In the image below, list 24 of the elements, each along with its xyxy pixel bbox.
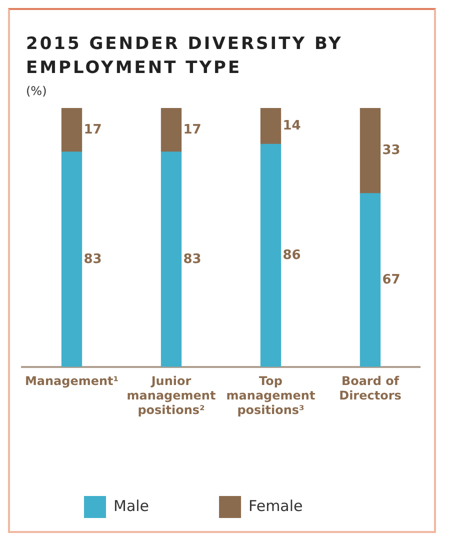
chart-subtitle: (%) [26, 84, 48, 98]
bar [260, 144, 282, 367]
data-label: 67 [382, 272, 400, 288]
bar [360, 193, 381, 367]
x-tick-label: Board of Directors [339, 374, 402, 403]
x-tick-label: Management¹ [24, 374, 119, 388]
data-label: 33 [382, 143, 400, 158]
data-label: 83 [84, 252, 102, 267]
x-tick-label: Top management positions³ [226, 374, 316, 417]
data-label: 86 [282, 248, 301, 263]
data-label: 17 [84, 122, 102, 138]
data-label: 17 [183, 122, 202, 138]
legend-label: Male [114, 496, 150, 515]
data-label: 83 [183, 252, 202, 267]
legend-label: Female [248, 496, 303, 515]
bar [61, 108, 82, 152]
data-label: 14 [282, 118, 301, 134]
chart-title: 2015 GENDER DIVERSITY BY EMPLOYMENT TYPE [26, 33, 344, 80]
bar [160, 108, 182, 152]
bar [260, 108, 282, 145]
x-tick-label: Junior management positions² [126, 374, 216, 417]
bar [360, 108, 381, 194]
bar [61, 152, 82, 367]
bar [160, 152, 182, 367]
